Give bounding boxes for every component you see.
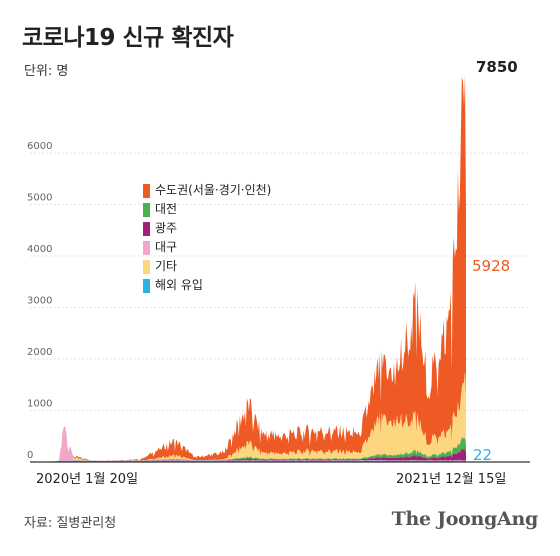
y-tick-label-2000: 2000 bbox=[27, 347, 52, 358]
legend-swatch-daejeon bbox=[143, 202, 150, 217]
y-tick-label-0: 0 bbox=[27, 450, 33, 461]
annotation-total-peak: 7850 bbox=[476, 58, 518, 76]
source-label: 자료: 질병관리청 bbox=[24, 516, 117, 531]
legend-item-daejeon: 대전 bbox=[143, 200, 271, 219]
area-other bbox=[40, 371, 466, 462]
legend-label-capital: 수도권(서울·경기·인천) bbox=[155, 183, 272, 197]
legend-label-other: 기타 bbox=[155, 259, 178, 273]
x-tick-label-end: 2021년 12월 15일 bbox=[396, 472, 506, 487]
legend-item-gwangju: 광주 bbox=[143, 219, 271, 238]
brand-logo: The JoongAng bbox=[391, 508, 539, 530]
legend-swatch-overseas bbox=[143, 278, 150, 293]
annotation-overseas: 22 bbox=[473, 446, 492, 464]
legend-item-other: 기타 bbox=[143, 257, 271, 276]
y-tick-label-1000: 1000 bbox=[27, 399, 52, 410]
legend-label-gwangju: 광주 bbox=[155, 221, 178, 235]
chart-title: 코로나19 신규 확진자 bbox=[22, 25, 234, 51]
legend-label-daegu: 대구 bbox=[155, 240, 178, 254]
area-gwangju bbox=[40, 426, 466, 462]
legend-item-overseas: 해외 유입 bbox=[143, 276, 271, 295]
y-tick-label-6000: 6000 bbox=[27, 141, 52, 152]
legend-item-capital: 수도권(서울·경기·인천) bbox=[143, 181, 271, 200]
y-tick-label-4000: 4000 bbox=[27, 244, 52, 255]
x-tick-label-start: 2020년 1월 20일 bbox=[36, 472, 138, 487]
legend-label-overseas: 해외 유입 bbox=[155, 278, 203, 292]
legend-swatch-capital bbox=[143, 183, 150, 198]
legend: 수도권(서울·경기·인천) 대전 광주 대구 기타 해외 유입 bbox=[143, 181, 271, 295]
legend-swatch-daegu bbox=[143, 240, 150, 255]
legend-item-daegu: 대구 bbox=[143, 238, 271, 257]
annotation-capital-peak: 5928 bbox=[472, 257, 510, 275]
area-capital bbox=[40, 74, 466, 463]
y-tick-label-3000: 3000 bbox=[27, 296, 52, 307]
legend-label-daejeon: 대전 bbox=[155, 202, 178, 216]
unit-label: 단위: 명 bbox=[24, 64, 69, 79]
legend-swatch-other bbox=[143, 259, 150, 274]
y-tick-label-5000: 5000 bbox=[27, 193, 52, 204]
legend-swatch-gwangju bbox=[143, 221, 150, 236]
